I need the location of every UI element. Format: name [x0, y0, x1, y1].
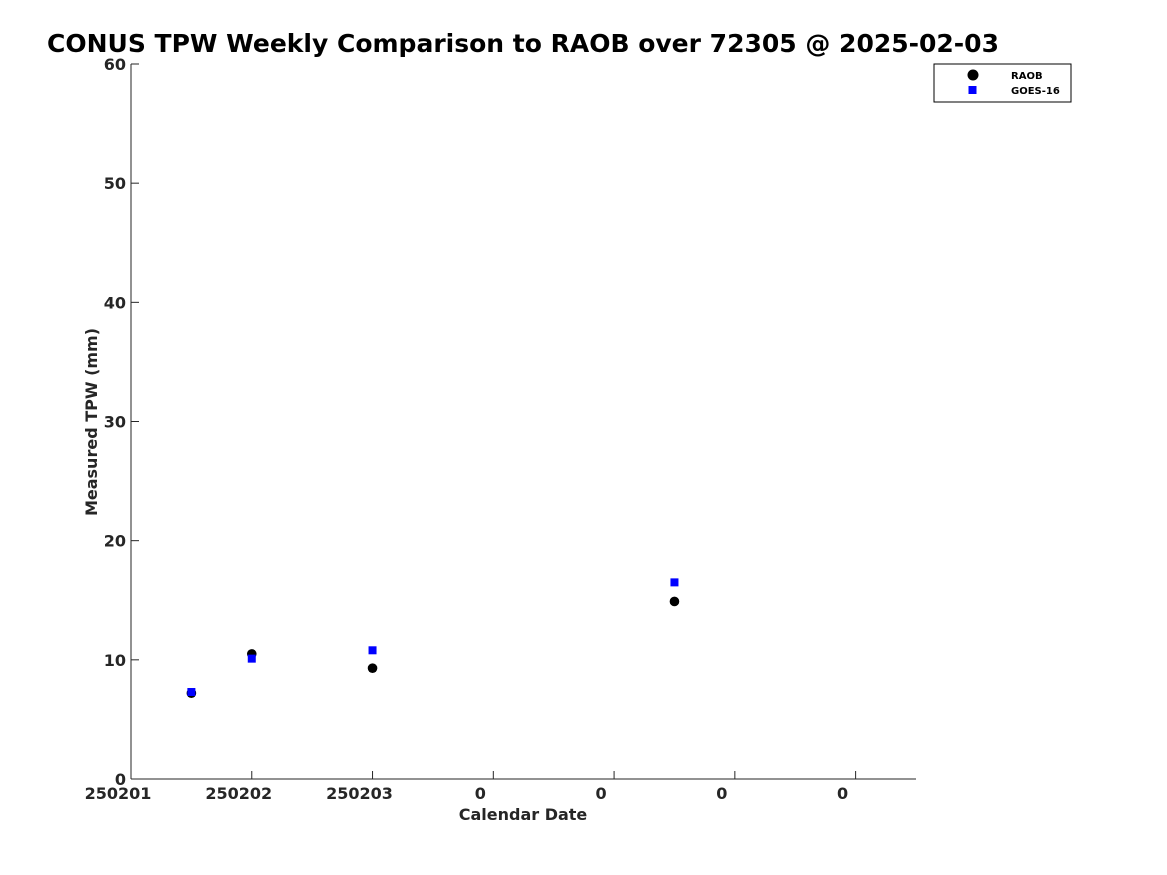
- x-tick-label: 250202: [205, 784, 272, 803]
- y-tick-label: 40: [104, 293, 126, 312]
- legend-goes-marker: [968, 86, 977, 94]
- chart-title: CONUS TPW Weekly Comparison to RAOB over…: [47, 29, 999, 58]
- goes-16-point: [187, 688, 196, 697]
- y-ticks: 0 10 20 30 40 50 60: [104, 55, 139, 789]
- goes-16-point: [247, 654, 256, 663]
- x-axis-label: Calendar Date: [459, 805, 588, 824]
- axes: [130, 64, 916, 780]
- goes-16-point: [368, 646, 377, 655]
- y-tick-label: 50: [104, 174, 126, 193]
- legend-goes-label: GOES-16: [1011, 86, 1060, 97]
- x-tick-label: 250203: [326, 784, 393, 803]
- x-tick-label: 0: [716, 784, 727, 803]
- legend-raob-label: RAOB: [1011, 71, 1043, 82]
- x-tick-label: 0: [596, 784, 607, 803]
- legend: RAOB GOES-16: [933, 63, 1072, 103]
- x-tick-label: 0: [837, 784, 848, 803]
- data-points: [186, 578, 680, 698]
- x-tick-label: 0: [475, 784, 486, 803]
- y-tick-label: 20: [104, 532, 126, 551]
- y-tick-label: 0: [115, 770, 126, 789]
- y-axis-label: Measured TPW (mm): [82, 328, 101, 516]
- y-tick-label: 10: [104, 651, 126, 670]
- raob-point: [669, 596, 680, 607]
- x-ticks: 250201 250202 250203 0 0 0 0: [85, 771, 857, 803]
- legend-raob-marker: [967, 69, 979, 81]
- raob-point: [367, 663, 378, 673]
- goes-16-point: [670, 578, 679, 587]
- legend-box: [933, 63, 1072, 103]
- y-tick-label: 60: [104, 55, 126, 74]
- y-tick-label: 30: [104, 413, 126, 432]
- x-tick-label: 250201: [85, 784, 152, 803]
